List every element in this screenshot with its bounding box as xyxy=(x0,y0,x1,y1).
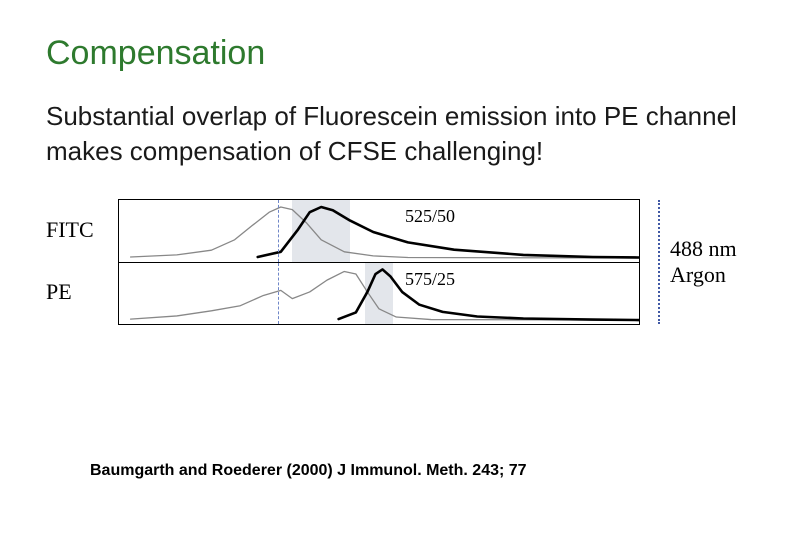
spectra-figure: FITC PE 525/50 575/25 488 nm Argon xyxy=(40,199,770,325)
laser-wavelength: 488 nm xyxy=(670,236,737,262)
filter-label: 575/25 xyxy=(405,269,455,290)
row-label-pe: PE xyxy=(40,261,118,323)
row-labels: FITC PE xyxy=(40,199,118,325)
spectra-panel: 525/50 xyxy=(119,200,639,262)
laser-annotation: 488 nm Argon xyxy=(658,199,737,325)
laser-source: Argon xyxy=(670,262,737,288)
spectra-panel: 575/25 xyxy=(119,262,639,324)
slide: Compensation Substantial overlap of Fluo… xyxy=(0,0,810,540)
laser-line xyxy=(278,200,279,262)
excitation-curve xyxy=(131,207,639,258)
citation-text: Baumgarth and Roederer (2000) J Immunol.… xyxy=(90,462,527,480)
excitation-curve xyxy=(131,272,639,321)
emission-curve xyxy=(339,270,639,321)
row-label-fitc: FITC xyxy=(40,199,118,261)
spectra-svg xyxy=(119,200,639,262)
filter-label: 525/50 xyxy=(405,206,455,227)
laser-line xyxy=(278,263,279,324)
slide-body-text: Substantial overlap of Fluorescein emiss… xyxy=(46,99,770,169)
laser-annotation-text: 488 nm Argon xyxy=(670,236,737,289)
laser-annotation-leader xyxy=(658,200,660,324)
spectra-svg xyxy=(119,263,639,324)
spectra-plots: 525/50 575/25 xyxy=(118,199,640,325)
slide-title: Compensation xyxy=(46,34,770,73)
